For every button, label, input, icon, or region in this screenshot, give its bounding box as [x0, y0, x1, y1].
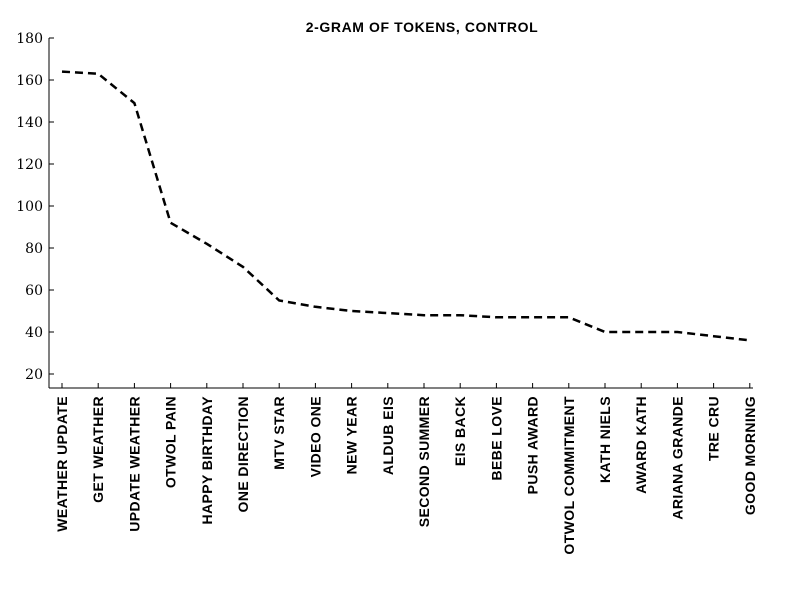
y-tick-label: 120 — [16, 157, 43, 173]
x-tick-label: OTWOL COMMITMENT — [561, 396, 577, 555]
series-line — [61, 70, 750, 342]
x-tick-label: AWARD KATH — [633, 396, 649, 494]
x-tick-label: TRE CRU — [706, 396, 722, 461]
x-tick-label: EIS BACK — [452, 396, 468, 466]
y-tick-label: 140 — [16, 115, 43, 131]
x-tick-label: PUSH AWARD — [525, 396, 541, 494]
x-tick-label: ARIANA GRANDE — [669, 396, 685, 520]
x-tick-label: OTWOL PAIN — [163, 396, 179, 488]
x-tick-label: HAPPY BIRTHDAY — [199, 396, 215, 525]
y-tick-label: 20 — [25, 367, 43, 383]
x-tick-label: NEW YEAR — [344, 396, 360, 474]
x-axis: WEATHER UPDATE GET WEATHER UPDATE WEATHER O… — [49, 383, 758, 555]
y-tick-label: 60 — [25, 283, 43, 299]
x-tick-label: ONE DIRECTION — [235, 396, 251, 512]
x-tick-label: MTV STAR — [271, 396, 287, 470]
x-tick-label: GET WEATHER — [90, 396, 106, 503]
x-tick-label: VIDEO ONE — [307, 396, 323, 477]
x-tick-label: BEBE LOVE — [488, 396, 504, 481]
y-axis: 20 40 60 80 100 120 140 160 180 — [16, 31, 54, 388]
x-tick-label: GOOD MORNING — [742, 396, 758, 515]
x-tick-label: SECOND SUMMER — [416, 396, 432, 527]
y-tick-label: 40 — [25, 325, 43, 341]
chart-title: 2-GRAM OF TOKENS, CONTROL — [306, 19, 539, 35]
series-group — [61, 70, 750, 342]
y-tick-label: 100 — [16, 199, 43, 215]
y-tick-label: 80 — [25, 241, 43, 257]
y-tick-label: 160 — [16, 73, 43, 89]
y-tick-label: 180 — [16, 31, 43, 47]
x-tick-label: WEATHER UPDATE — [54, 396, 70, 532]
x-tick-label: ALDUB EIS — [380, 396, 396, 475]
x-tick-label: KATH NIELS — [597, 396, 613, 483]
x-tick-label: UPDATE WEATHER — [126, 396, 142, 532]
